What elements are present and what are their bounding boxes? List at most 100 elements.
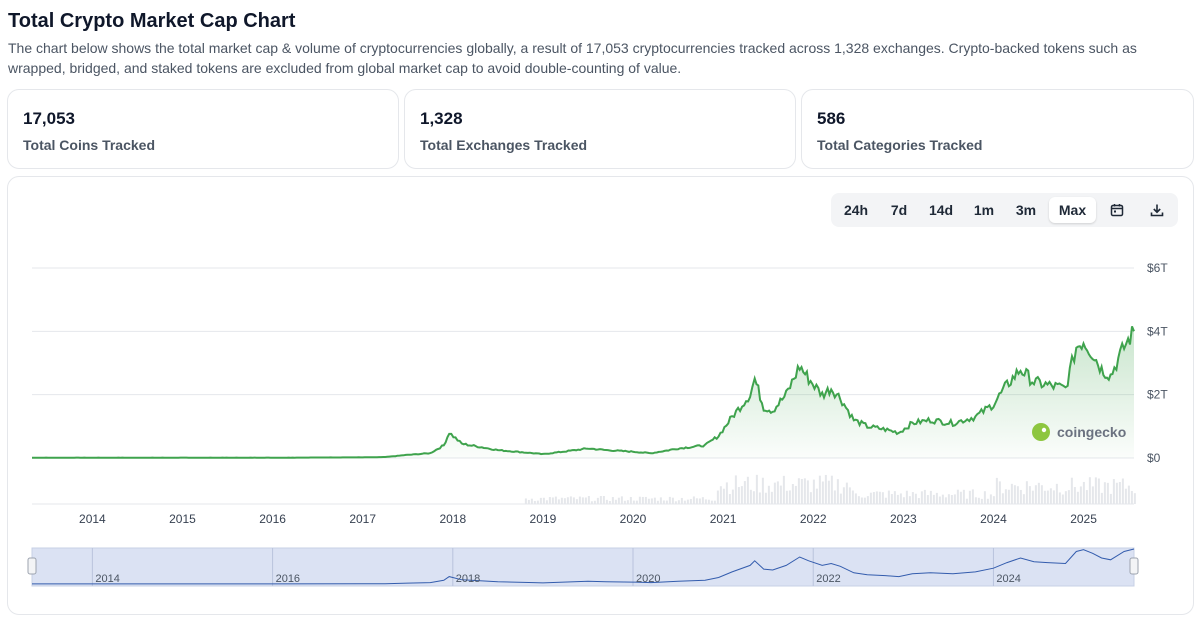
volume-bar: [989, 494, 992, 504]
volume-bar: [1061, 494, 1064, 504]
volume-bar: [806, 480, 809, 504]
volume-bar: [665, 500, 668, 504]
range-3m-button[interactable]: 3m: [1015, 202, 1037, 218]
volume-bar: [1088, 477, 1091, 504]
navigator-right-handle[interactable]: [1129, 557, 1139, 575]
range-max-button[interactable]: Max: [1049, 197, 1096, 223]
volume-bar: [782, 475, 785, 504]
navigator-label: 2022: [816, 573, 840, 585]
volume-bar: [998, 481, 1001, 504]
volume-bar: [947, 494, 950, 504]
volume-bar: [1052, 490, 1055, 504]
volume-bar: [1037, 482, 1040, 504]
volume-bar: [650, 498, 653, 504]
volume-bar: [887, 490, 890, 504]
volume-bar: [842, 487, 845, 504]
volume-bar: [884, 497, 887, 504]
volume-bar: [914, 493, 917, 504]
volume-bar: [587, 496, 590, 504]
volume-bar: [839, 493, 842, 504]
calendar-icon[interactable]: [1104, 197, 1130, 223]
volume-bar: [848, 487, 851, 504]
volume-bar: [950, 494, 953, 504]
volume-bar: [863, 497, 866, 504]
volume-bar: [917, 498, 920, 504]
volume-bar: [1010, 483, 1013, 504]
volume-bar: [1001, 493, 1004, 504]
volume-bar: [866, 496, 869, 504]
volume-bar: [953, 494, 956, 504]
volume-bar: [1109, 493, 1112, 504]
volume-bar: [1055, 483, 1058, 504]
volume-bar: [779, 485, 782, 504]
volume-bar: [752, 491, 755, 504]
volume-bar: [1091, 486, 1094, 504]
x-tick-label: 2017: [349, 512, 376, 526]
volume-bar: [1079, 486, 1082, 504]
range-7d-button[interactable]: 7d: [890, 202, 908, 218]
volume-bar: [653, 497, 656, 504]
volume-bar: [869, 492, 872, 504]
x-tick-label: 2015: [169, 512, 196, 526]
volume-bar: [851, 490, 854, 504]
volume-bar: [671, 497, 674, 504]
volume-bar: [683, 500, 686, 504]
volume-bar: [857, 496, 860, 504]
volume-bar: [1013, 485, 1016, 504]
watermark-text: coingecko: [1057, 424, 1126, 440]
volume-bar: [1076, 491, 1079, 504]
volume-bar: [608, 500, 611, 504]
volume-bar: [1121, 478, 1124, 504]
volume-bar: [1094, 477, 1097, 504]
range-24h-button[interactable]: 24h: [843, 202, 869, 218]
volume-bar: [560, 497, 563, 504]
volume-bar: [1118, 481, 1121, 504]
volume-bar: [617, 497, 620, 504]
volume-bar: [1007, 489, 1010, 504]
volume-bar: [578, 496, 581, 504]
volume-bar: [995, 477, 998, 504]
volume-bar: [575, 499, 578, 504]
volume-bar: [956, 489, 959, 504]
volume-bar: [542, 497, 545, 504]
range-14d-button[interactable]: 14d: [928, 202, 954, 218]
coingecko-logo-icon: [1032, 423, 1050, 441]
volume-bar: [1031, 490, 1034, 504]
volume-bar: [527, 499, 530, 504]
volume-bar: [845, 482, 848, 504]
volume-bar: [749, 489, 752, 504]
volume-bar: [932, 494, 935, 504]
range-1m-button[interactable]: 1m: [973, 202, 995, 218]
volume-bar: [809, 492, 812, 504]
navigator-left-handle[interactable]: [27, 557, 37, 575]
page-title: Total Crypto Market Cap Chart: [8, 10, 296, 32]
volume-bar: [554, 496, 557, 504]
volume-bar: [902, 497, 905, 504]
volume-bar: [860, 497, 863, 504]
x-tick-label: 2025: [1070, 512, 1097, 526]
x-tick-label: 2018: [439, 512, 466, 526]
stat-card-coins: 17,053 Total Coins Tracked: [7, 89, 399, 169]
navigator-range[interactable]: [31, 547, 1135, 587]
volume-bar: [770, 491, 773, 504]
volume-bar: [773, 482, 776, 504]
market-cap-line: [32, 326, 1135, 459]
volume-bar: [962, 489, 965, 504]
volume-bar: [908, 496, 911, 504]
volume-bar: [800, 478, 803, 504]
logo-eye: [1041, 427, 1047, 433]
navigator-label: 2014: [95, 573, 119, 585]
download-icon[interactable]: [1144, 197, 1170, 223]
volume-bar: [743, 481, 746, 504]
volume-bar: [713, 500, 716, 504]
y-tick-label: $4T: [1147, 324, 1168, 338]
volume-bar: [590, 501, 593, 504]
x-tick-label: 2019: [530, 512, 557, 526]
volume-bar: [893, 491, 896, 504]
volume-bar: [1022, 494, 1025, 504]
volume-bar: [938, 496, 941, 504]
volume-bar: [830, 475, 833, 504]
volume-bar: [1115, 482, 1118, 504]
volume-bar: [812, 479, 815, 504]
